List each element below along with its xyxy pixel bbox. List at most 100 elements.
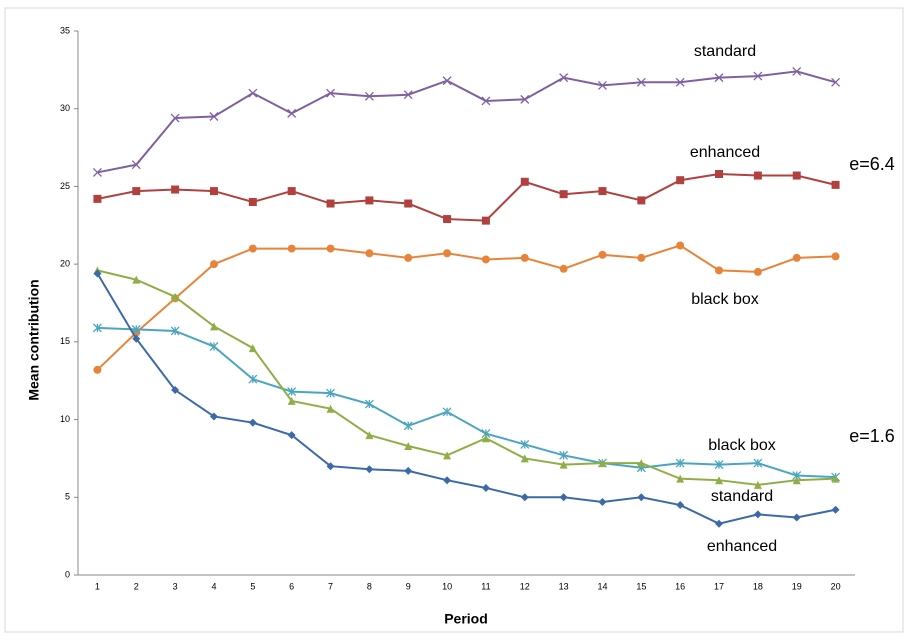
marker <box>637 196 646 205</box>
marker <box>171 185 180 194</box>
series-line <box>97 269 836 486</box>
series-label: black box <box>691 291 759 308</box>
y-tick-label: 15 <box>60 336 70 346</box>
marker <box>520 94 530 104</box>
x-tick-label: 17 <box>714 581 724 591</box>
marker <box>248 374 258 384</box>
marker <box>92 323 102 333</box>
marker <box>287 396 296 405</box>
marker <box>831 474 840 483</box>
marker <box>715 266 724 275</box>
marker <box>676 176 685 185</box>
marker <box>753 71 763 81</box>
marker <box>248 418 257 427</box>
marker <box>559 493 568 502</box>
marker <box>831 252 840 261</box>
marker <box>559 264 568 273</box>
marker <box>831 77 841 87</box>
x-tick-label: 2 <box>134 581 139 591</box>
marker <box>753 267 762 276</box>
marker <box>287 244 296 253</box>
marker <box>326 88 335 98</box>
marker <box>792 171 801 180</box>
x-tick-label: 4 <box>211 581 216 591</box>
y-tick-label: 5 <box>65 492 70 502</box>
y-tick-label: 10 <box>60 414 70 424</box>
x-tick-label: 18 <box>753 581 763 591</box>
marker <box>831 180 840 189</box>
marker <box>753 510 762 519</box>
x-tick-label: 1 <box>95 581 100 591</box>
marker <box>326 462 335 471</box>
marker <box>443 215 452 224</box>
marker <box>287 108 297 118</box>
marker <box>287 187 296 196</box>
y-tick-label: 20 <box>60 259 70 269</box>
marker <box>520 454 529 463</box>
marker <box>209 322 218 331</box>
marker <box>481 434 490 443</box>
marker <box>132 187 141 196</box>
marker <box>559 73 569 83</box>
marker <box>364 399 374 409</box>
marker <box>792 476 801 485</box>
series-line <box>97 172 836 222</box>
marker <box>520 439 530 449</box>
marker <box>131 160 141 170</box>
marker <box>598 250 607 259</box>
x-tick-label: 20 <box>831 581 841 591</box>
marker <box>443 249 452 258</box>
marker <box>171 292 180 301</box>
marker <box>404 441 413 450</box>
series-line <box>97 326 836 479</box>
series-label: standard <box>711 488 773 505</box>
marker <box>404 466 413 475</box>
x-tick-label: 19 <box>792 581 802 591</box>
marker <box>92 167 102 177</box>
marker <box>792 66 802 76</box>
marker <box>637 253 646 262</box>
marker <box>753 171 762 180</box>
series-label: standard <box>694 43 756 60</box>
marker <box>403 421 413 431</box>
series-line <box>96 244 836 371</box>
x-tick-label: 10 <box>442 581 452 591</box>
marker <box>326 388 335 398</box>
marker <box>559 450 569 460</box>
marker <box>753 458 763 468</box>
marker <box>675 458 685 468</box>
marker <box>404 199 413 208</box>
x-tick-label: 16 <box>675 581 685 591</box>
marker <box>481 255 490 264</box>
marker <box>209 260 218 269</box>
series-line <box>96 272 836 525</box>
annotation: e=1.6 <box>849 426 895 446</box>
marker <box>365 431 374 440</box>
marker <box>753 480 762 489</box>
x-tick-label: 12 <box>520 581 530 591</box>
marker <box>520 253 529 262</box>
marker <box>365 249 374 258</box>
marker <box>676 501 685 510</box>
marker <box>209 412 218 421</box>
marker <box>676 474 685 483</box>
x-tick-label: 15 <box>636 581 646 591</box>
marker <box>676 241 685 250</box>
marker <box>598 459 607 468</box>
marker <box>93 269 102 278</box>
marker <box>443 451 452 460</box>
marker <box>326 404 335 413</box>
marker <box>714 460 724 470</box>
marker <box>131 324 141 334</box>
y-tick-label: 35 <box>60 25 70 35</box>
marker <box>365 196 374 205</box>
x-tick-label: 6 <box>289 581 294 591</box>
marker <box>364 91 374 101</box>
x-axis-title: Period <box>444 611 488 627</box>
x-tick-label: 8 <box>367 581 372 591</box>
series-label: enhanced <box>707 538 777 555</box>
marker <box>326 199 335 208</box>
marker <box>559 190 568 199</box>
marker <box>715 519 724 528</box>
